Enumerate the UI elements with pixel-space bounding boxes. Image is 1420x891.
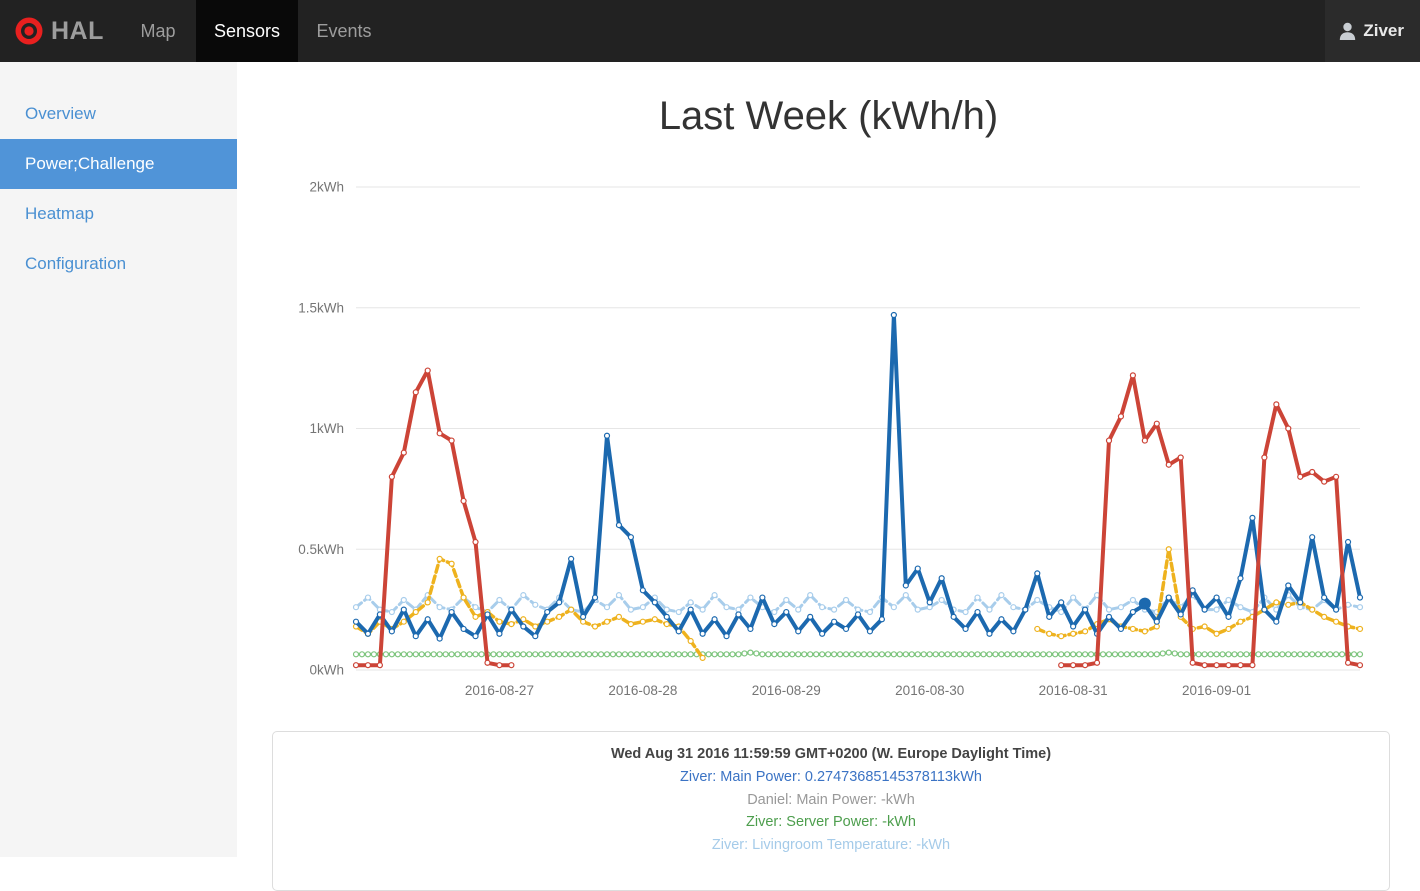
line-chart[interactable]: 0kWh 0.5kWh 1kWh 1.5kWh 2kWh 2016-08-27 2016-0… — [272, 170, 1372, 715]
nav-item-sensors[interactable]: Sensors — [196, 0, 298, 62]
sidebar-item-power-challenge[interactable]: Power;Challenge — [0, 139, 237, 189]
user-name: Ziver — [1363, 21, 1404, 40]
chart-tooltip-box: Wed Aug 31 2016 11:59:59 GMT+0200 (W. Eu… — [272, 731, 1390, 891]
sidebar-menu: Overview Power;Challenge Heatmap Configu… — [0, 62, 237, 289]
nav-item-map[interactable]: Map — [140, 20, 176, 41]
svg-text:2kWh: 2kWh — [309, 180, 344, 195]
brand[interactable]: HAL — [0, 0, 114, 62]
tooltip-entry-ziver-main-power: Ziver: Main Power: 0.27473685145378113kW… — [679, 769, 982, 785]
svg-text:2016-08-29: 2016-08-29 — [752, 683, 821, 698]
svg-text:1kWh: 1kWh — [309, 421, 344, 436]
sidebar-item-overview[interactable]: Overview — [25, 104, 96, 123]
tooltip-entry-ziver-server-power: Ziver: Server Power: -kWh — [746, 814, 916, 830]
top-navbar: HAL Map Sensors Events Ziver — [0, 0, 1420, 62]
svg-text:0.5kWh: 0.5kWh — [298, 542, 344, 557]
sidebar-item-configuration[interactable]: Configuration — [25, 254, 127, 273]
main-content: Last Week (kWh/h) 0kWh 0.5kWh 1kWh 1.5kWh 2k… — [237, 62, 1420, 891]
svg-text:2016-08-30: 2016-08-30 — [895, 683, 964, 698]
nav-item-events[interactable]: Events — [316, 20, 372, 41]
chart-title: Last Week (kWh/h) — [658, 94, 999, 138]
svg-text:2016-09-01: 2016-09-01 — [1182, 683, 1251, 698]
brand-title: HAL — [51, 16, 104, 45]
chart-canvas[interactable]: 0kWh 0.5kWh 1kWh 1.5kWh 2kWh 2016-08-27 2016-0… — [272, 170, 1372, 715]
svg-text:2016-08-28: 2016-08-28 — [608, 683, 677, 698]
tooltip-timestamp: Wed Aug 31 2016 11:59:59 GMT+0200 (W. Eu… — [610, 746, 1052, 762]
hal-bullseye-logo-icon — [14, 16, 44, 46]
main-nav: Map Sensors Events — [120, 0, 390, 62]
user-icon — [1339, 22, 1356, 40]
svg-text:2016-08-31: 2016-08-31 — [1039, 683, 1108, 698]
sidebar-item-heatmap[interactable]: Heatmap — [25, 204, 94, 223]
svg-text:2016-08-27: 2016-08-27 — [465, 683, 534, 698]
svg-text:1.5kWh: 1.5kWh — [298, 300, 344, 315]
user-menu[interactable]: Ziver — [1325, 0, 1420, 62]
sidebar: Overview Power;Challenge Heatmap Configu… — [0, 62, 238, 857]
tooltip-entry-daniel-main-power: Daniel: Main Power: -kWh — [747, 791, 915, 808]
svg-text:0kWh: 0kWh — [309, 663, 344, 678]
tooltip-entry-ziver-livingroom-temperature: Ziver: Livingroom Temperature: -kWh — [711, 836, 951, 853]
